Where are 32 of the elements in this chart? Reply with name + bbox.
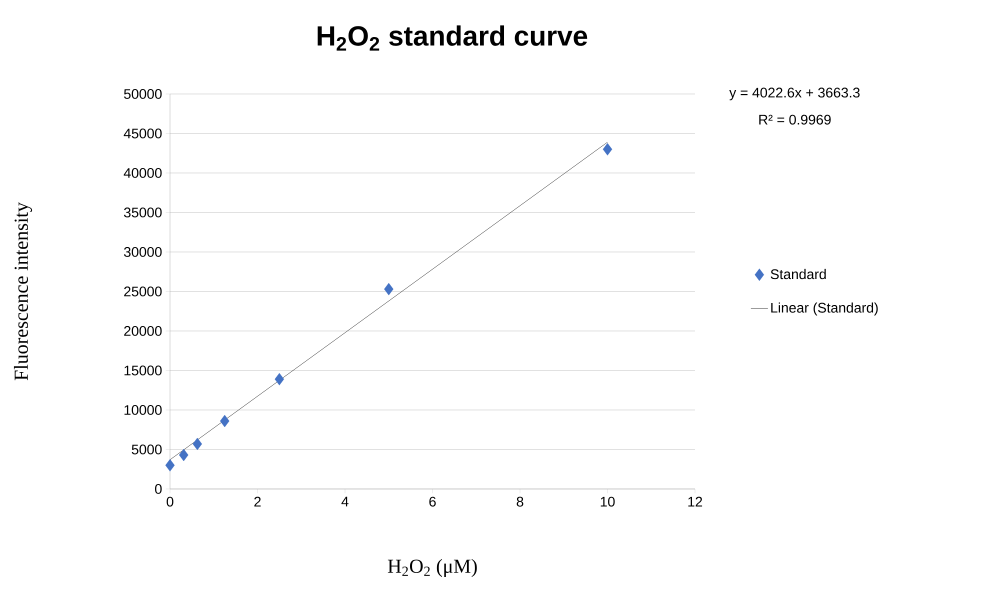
text: y = 4022.6x + 3663.3 bbox=[729, 88, 860, 100]
point bbox=[220, 414, 230, 428]
x-axis-title: H$_{2}$O$_{2}$ (μM) bbox=[388, 558, 477, 578]
legend-label: Linear (Standard) bbox=[771, 302, 878, 316]
point bbox=[274, 373, 284, 386]
x-tick-label: 10 bbox=[600, 496, 615, 507]
x-tick-label: 6 bbox=[429, 496, 436, 507]
point bbox=[192, 438, 202, 450]
y-tick-label: 10000 bbox=[124, 405, 162, 415]
y-tick-label: 50000 bbox=[124, 89, 162, 99]
point bbox=[178, 448, 188, 462]
y-tick-label: 0 bbox=[155, 484, 162, 494]
y-axis-title: Fluorescence intensity bbox=[14, 202, 32, 380]
y-tick-label: 40000 bbox=[124, 168, 162, 178]
point bbox=[165, 459, 175, 472]
legend-label: Standard bbox=[770, 268, 826, 280]
x-tick-label: 12 bbox=[688, 496, 702, 506]
x-tick-label: 4 bbox=[341, 496, 348, 506]
text: R² = 0.9969 bbox=[759, 114, 831, 125]
y-tick-label: 25000 bbox=[124, 286, 162, 296]
point bbox=[602, 143, 612, 156]
x-tick-label: 8 bbox=[516, 496, 524, 507]
y-tick-label: 5000 bbox=[132, 444, 162, 454]
y-tick-label: 20000 bbox=[124, 326, 162, 336]
y-tick-label: 35000 bbox=[124, 208, 162, 218]
chart-title: H$_{2}$O$_{2}$ standard curve bbox=[318, 25, 588, 51]
point bbox=[384, 282, 394, 296]
x-tick-label: 0 bbox=[166, 496, 174, 507]
y-tick-label: 45000 bbox=[124, 128, 162, 138]
y-tick-label: 15000 bbox=[124, 366, 162, 376]
y-tick-label: 30000 bbox=[124, 247, 162, 257]
x-tick-label: 2 bbox=[254, 496, 261, 506]
